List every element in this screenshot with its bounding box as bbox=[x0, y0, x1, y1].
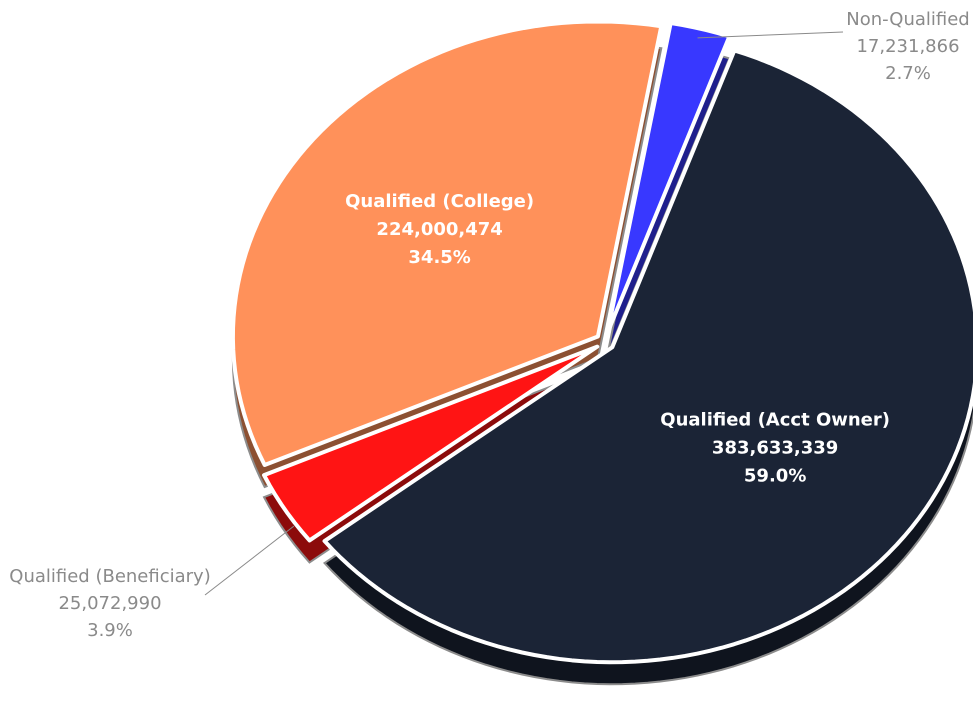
pie-tops bbox=[230, 19, 973, 665]
slice-label: Qualified (Beneficiary) bbox=[9, 566, 210, 587]
leader-line bbox=[204, 525, 295, 596]
percent-label: 2.7% bbox=[885, 63, 931, 84]
leader-line bbox=[697, 31, 844, 39]
value-label: 224,000,474 bbox=[376, 219, 502, 240]
labels: Non-Qualified 17,231,866 2.7% Qualified (Ac… bbox=[9, 9, 969, 641]
value-label: 383,633,339 bbox=[712, 438, 838, 459]
slice-label: Non-Qualified bbox=[846, 9, 970, 30]
slice-label: Qualified (College) bbox=[345, 191, 534, 212]
percent-label: 34.5% bbox=[408, 247, 470, 268]
slice bbox=[322, 48, 973, 665]
slice-label: Qualified (Acct Owner) bbox=[660, 410, 890, 431]
value-label: 17,231,866 bbox=[856, 36, 959, 57]
percent-label: 59.0% bbox=[744, 466, 806, 487]
slice bbox=[230, 19, 664, 467]
slice bbox=[262, 344, 600, 543]
percent-label: 3.9% bbox=[87, 620, 133, 641]
value-label: 25,072,990 bbox=[58, 593, 161, 614]
slice bbox=[605, 21, 732, 336]
